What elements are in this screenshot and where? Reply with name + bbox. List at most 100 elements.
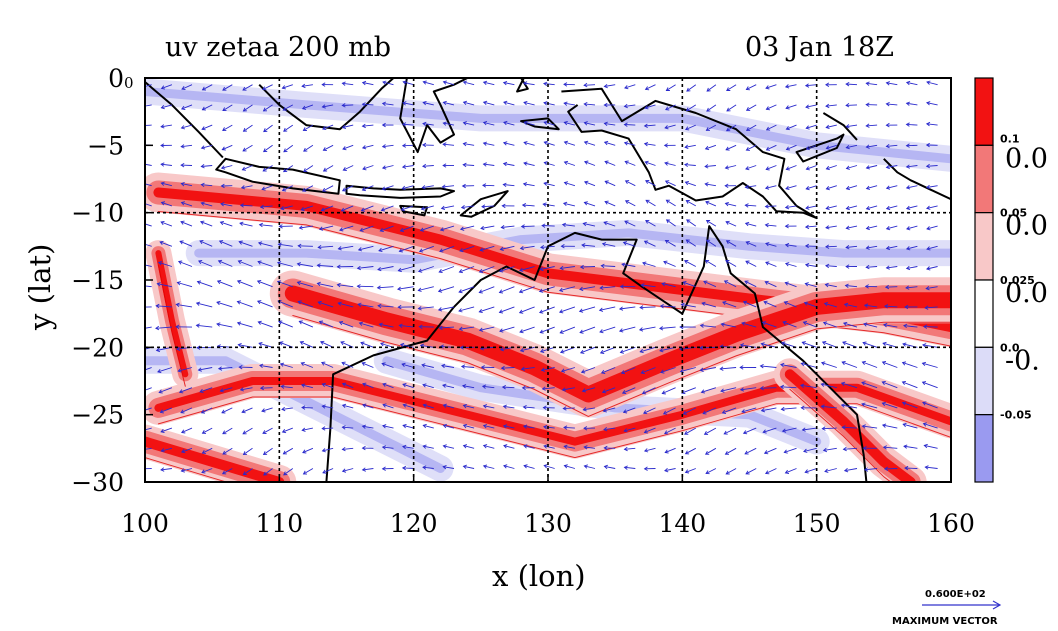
wind-vector (825, 185, 837, 191)
wind-vector (340, 205, 354, 212)
wind-vector (399, 225, 414, 233)
wind-vector (199, 220, 213, 227)
wind-vector (885, 122, 898, 128)
vorticity-contour (145, 457, 228, 482)
wind-vector (145, 183, 152, 187)
wind-vector (739, 387, 757, 392)
wind-vector (379, 225, 394, 233)
wind-vector (502, 161, 515, 167)
wind-vector (882, 445, 898, 450)
wind-vector (563, 160, 576, 166)
wind-vector (840, 381, 858, 389)
wind-vector (502, 182, 515, 188)
wind-vector (201, 468, 213, 474)
wind-vector (823, 302, 837, 308)
wind-vector (600, 263, 616, 269)
vorticity-band-core (284, 285, 951, 403)
wind-vector (785, 165, 797, 171)
wind-vector (401, 122, 414, 127)
wind-vector (380, 205, 394, 212)
wind-vector (382, 403, 394, 409)
wind-vector (239, 203, 253, 208)
colorbar-segment (974, 346, 994, 416)
wind-vector (664, 467, 676, 473)
wind-vector (825, 165, 837, 171)
wind-vector (665, 199, 676, 207)
wind-vector (599, 326, 616, 334)
wind-vector (160, 162, 172, 167)
wind-vector (705, 468, 717, 475)
wind-vector (160, 181, 173, 187)
wind-vector (458, 306, 475, 313)
wind-vector (699, 323, 716, 328)
wind-vector (845, 185, 858, 191)
wind-vector (302, 124, 314, 131)
wind-vector (925, 184, 938, 190)
wind-vector (685, 200, 697, 207)
wind-vector (865, 264, 878, 270)
wind-vector (905, 265, 918, 271)
wind-vector (499, 326, 515, 333)
wind-vector (865, 165, 878, 170)
wind-vector (362, 403, 374, 409)
wind-vector (458, 266, 475, 274)
wind-vector (563, 464, 576, 469)
wind-vector (905, 285, 918, 290)
wind-vector (618, 326, 636, 333)
wind-vector (322, 144, 334, 152)
wind-vector (624, 200, 636, 207)
wind-vector (256, 279, 273, 288)
wind-vector (462, 464, 475, 469)
coastline (215, 157, 341, 195)
wind-vector (321, 361, 334, 368)
wind-vector (501, 385, 515, 390)
wind-vector (317, 300, 334, 308)
wind-vector (760, 342, 777, 348)
wind-vector (145, 468, 152, 470)
wind-vector (682, 407, 696, 415)
wind-vector (239, 387, 253, 392)
wind-vector (262, 84, 273, 91)
wind-vector (317, 245, 334, 250)
wind-vector (460, 364, 475, 369)
wind-vector (321, 382, 334, 389)
wind-vector (523, 120, 535, 126)
wind-vector (744, 221, 757, 227)
wind-vector (741, 321, 757, 328)
wind-vector (742, 300, 757, 308)
wind-vector (726, 84, 737, 91)
wind-vector (200, 182, 213, 188)
wind-vector (201, 84, 213, 91)
wind-vector (440, 205, 455, 211)
wind-vector (262, 447, 273, 455)
wind-vector (480, 365, 495, 370)
wind-vector (341, 124, 354, 130)
wind-vector (563, 181, 576, 187)
wind-vector (805, 165, 817, 171)
wind-vector (640, 367, 656, 375)
wind-vector (543, 161, 555, 166)
wind-vector (298, 320, 314, 328)
wind-vector (422, 121, 434, 127)
wind-vector (277, 242, 293, 247)
wind-vector (461, 183, 475, 189)
wind-vector (145, 223, 152, 227)
wind-vector (582, 221, 596, 227)
wind-vector (178, 387, 193, 394)
wind-vector (357, 302, 374, 308)
wind-vector (601, 387, 616, 394)
wind-vector (558, 306, 576, 314)
wind-vector (541, 223, 555, 228)
wind-vector (397, 286, 414, 291)
wind-vector (502, 141, 515, 146)
y-tick-label: 0 (108, 64, 124, 93)
wind-vector (422, 383, 434, 389)
wind-vector (362, 382, 374, 389)
wind-vector (704, 447, 717, 455)
wind-vector (681, 387, 696, 395)
wind-vector (498, 306, 515, 314)
wind-vector (623, 446, 636, 452)
wind-vector (603, 102, 616, 108)
wind-vector (279, 362, 293, 368)
wind-vector (196, 280, 213, 288)
